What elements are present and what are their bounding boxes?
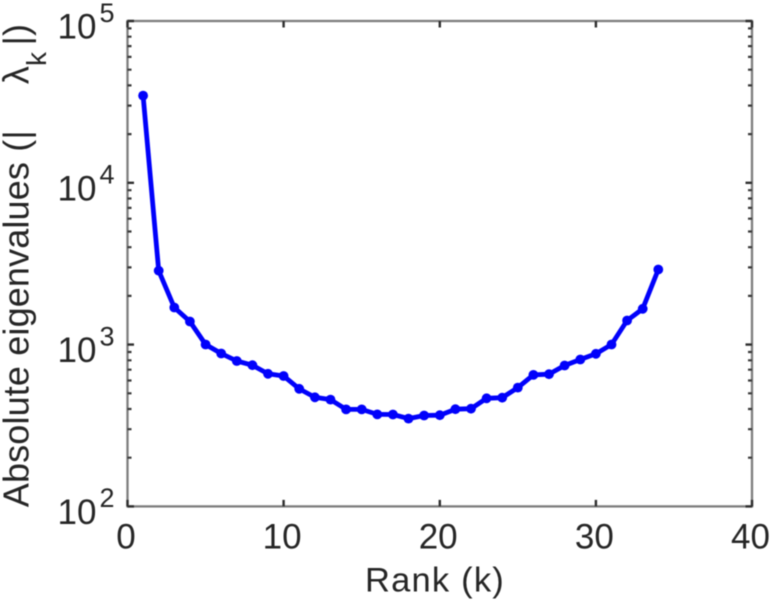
svg-text:3: 3 [100,321,115,351]
svg-text:2: 2 [100,483,115,513]
svg-text:10: 10 [58,169,97,208]
svg-text:20: 20 [419,518,458,557]
svg-text:5: 5 [100,0,115,28]
svg-text:40: 40 [731,518,770,557]
svg-text:10: 10 [58,493,97,532]
svg-text:10: 10 [263,518,302,557]
svg-text:10: 10 [58,8,97,47]
svg-text:30: 30 [575,518,614,557]
svg-text:0: 0 [116,518,135,557]
svg-text:10: 10 [58,331,97,370]
svg-text:Rank (k): Rank (k) [365,562,505,600]
svg-text:4: 4 [100,160,115,190]
